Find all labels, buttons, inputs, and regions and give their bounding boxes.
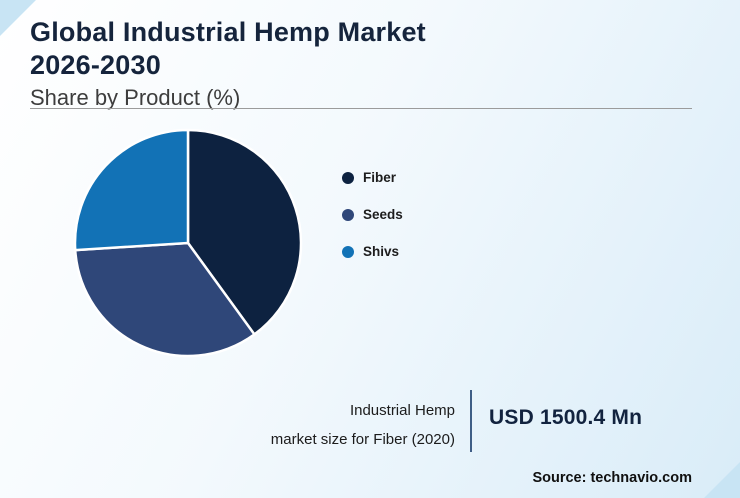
legend-dot — [342, 171, 354, 184]
page-title-line2: 2026-2030 — [30, 49, 161, 80]
legend-label: Seeds — [363, 207, 403, 222]
pie-slice-fiber — [186, 128, 303, 336]
page-title: Global Industrial Hemp Market 2026-2030 — [30, 16, 700, 82]
header-divider — [30, 108, 692, 109]
stat-divider — [470, 390, 472, 452]
legend-dot — [342, 245, 354, 258]
legend-dot — [342, 208, 354, 221]
stat-label: Industrial Hemp market size for Fiber (2… — [150, 396, 455, 454]
pie-slice-seeds — [73, 241, 256, 358]
pie-chart-container — [68, 123, 308, 363]
stat-value: USD 1500.4 Mn — [489, 406, 643, 429]
legend-item-fiber: Fiber — [342, 170, 403, 185]
legend-item-seeds: Seeds — [342, 207, 403, 222]
legend-label: Fiber — [363, 170, 397, 185]
stat-label-line2: market size for Fiber (2020) — [270, 431, 455, 448]
legend-item-shivs: Shivs — [342, 244, 403, 259]
stat-label-line1: Industrial Hemp — [349, 402, 455, 419]
chart-legend: Fiber Seeds Shivs — [342, 170, 403, 281]
page-subtitle: Share by Product (%) — [30, 84, 241, 110]
header: Global Industrial Hemp Market 2026-2030 … — [30, 16, 700, 111]
pie-chart — [73, 128, 303, 358]
page-title-line1: Global Industrial Hemp Market — [30, 17, 426, 47]
legend-label: Shivs — [363, 244, 400, 259]
source-attribution: Source: technavio.com — [532, 470, 692, 486]
pie-slice-shivs — [73, 128, 190, 252]
